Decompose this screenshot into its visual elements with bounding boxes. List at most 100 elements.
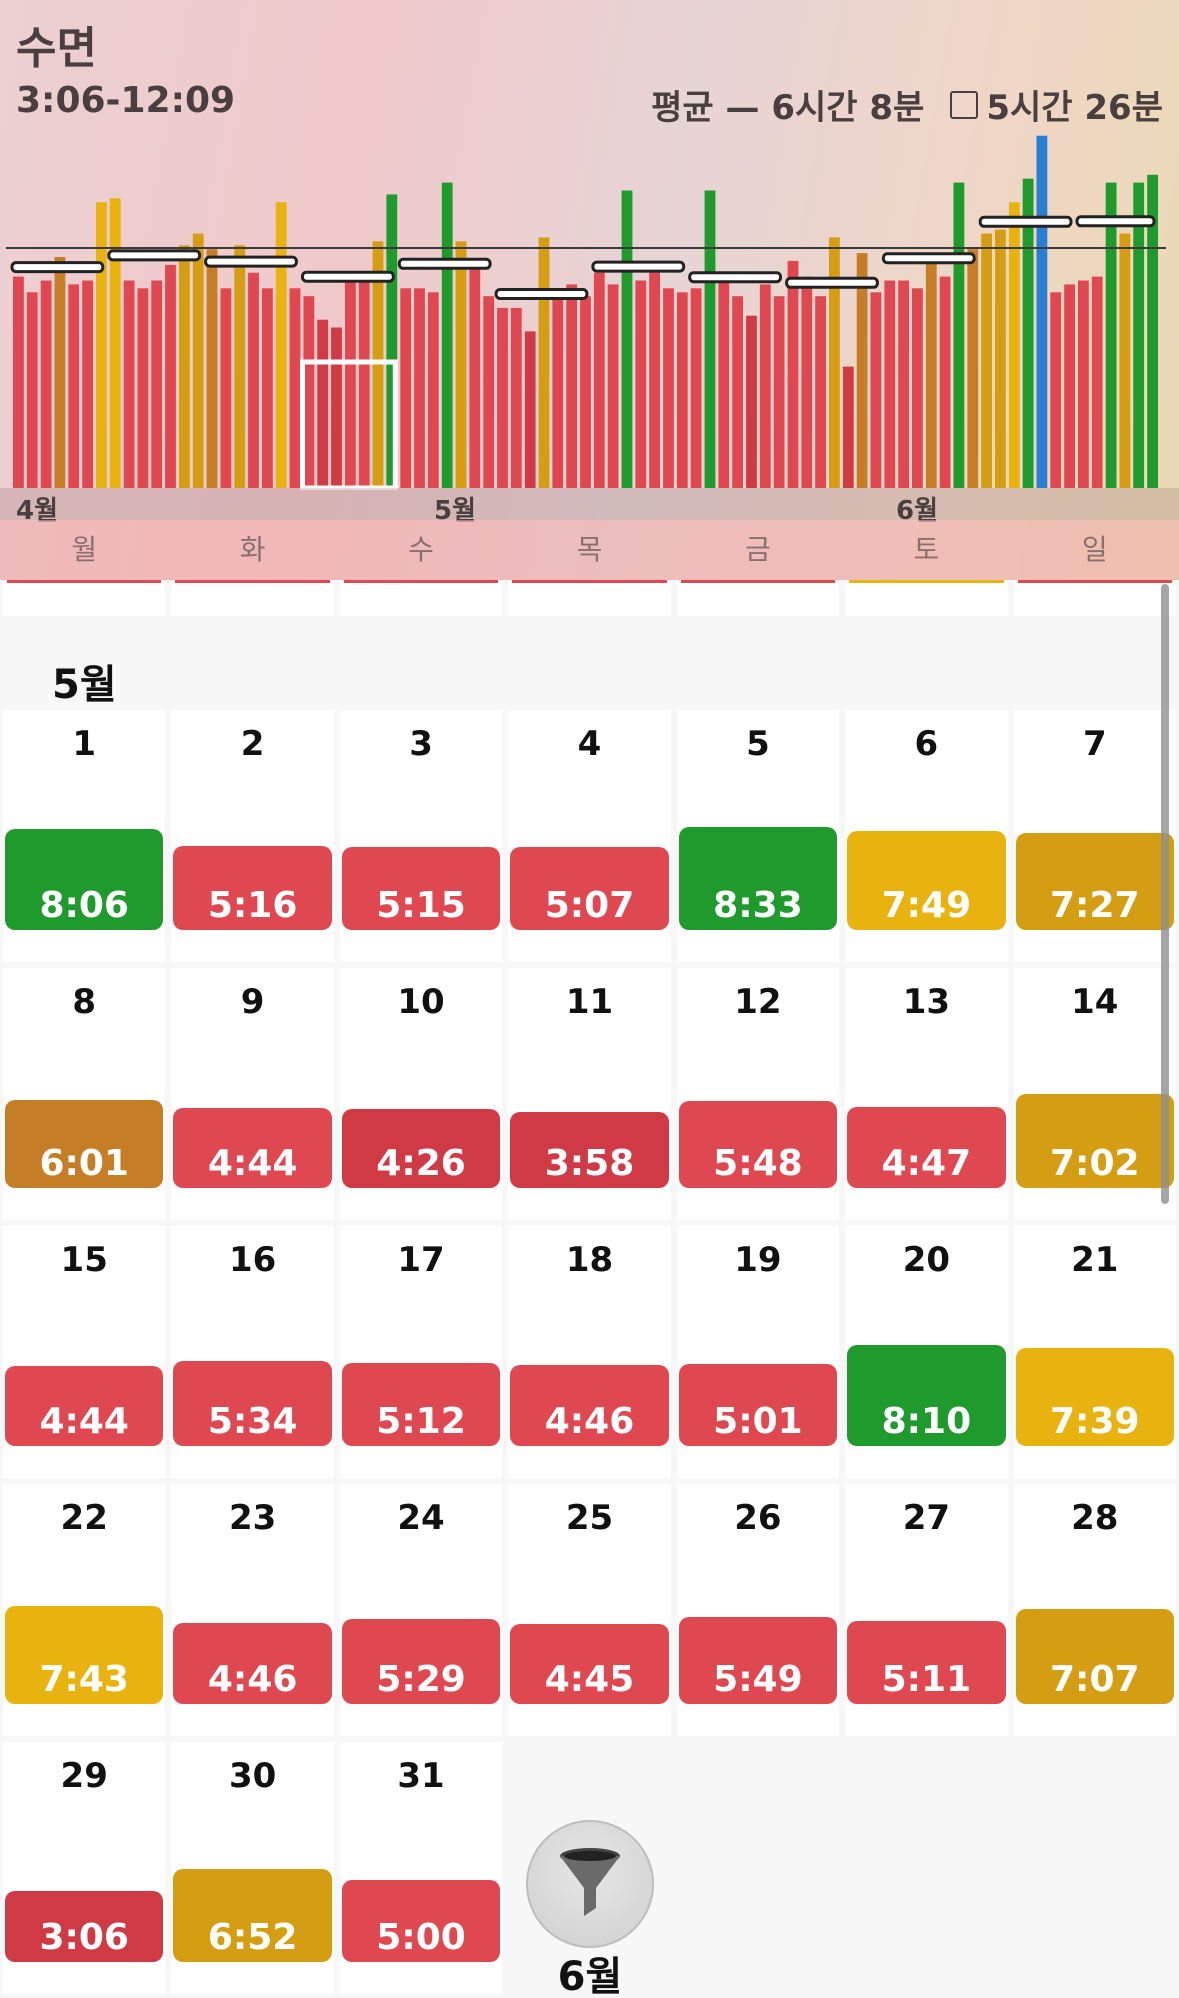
chart-bar (1036, 135, 1048, 488)
chart-bar (856, 253, 868, 488)
chart-bar (842, 366, 854, 488)
chart-bar (981, 233, 992, 488)
calendar-day[interactable]: 18 4:46 (508, 1226, 671, 1478)
chart-bar (566, 284, 578, 488)
day-number: 24 (397, 1498, 445, 1538)
sleep-duration-bar: 8:06 (5, 829, 164, 930)
sleep-duration-bar: 4:46 (510, 1365, 669, 1446)
calendar-day[interactable]: 25 4:45 (508, 1484, 671, 1736)
previous-week-bar (849, 580, 1004, 583)
chart-bar (386, 194, 398, 488)
sleep-range: 3:06-12:09 (16, 80, 236, 121)
calendar-day[interactable]: 12 5:48 (676, 968, 840, 1220)
chart-bar (815, 296, 826, 488)
calendar-day[interactable]: 31 5:00 (339, 1742, 503, 1994)
chart-bar (68, 284, 80, 488)
calendar-day[interactable]: 19 5:01 (676, 1226, 840, 1478)
previous-week-cell[interactable] (845, 580, 1008, 616)
average-legend: 평균 — 6시간 8분 5시간 26분 (651, 80, 1163, 129)
calendar-day[interactable]: 27 5:11 (845, 1484, 1008, 1736)
day-number: 25 (565, 1498, 614, 1538)
previous-week-cell[interactable] (676, 580, 840, 616)
calendar-day[interactable]: 6 7:49 (845, 710, 1008, 962)
sleep-duration-bar: 4:45 (510, 1623, 669, 1704)
sleep-duration-bar: 4:44 (5, 1365, 164, 1446)
chart-bar (801, 276, 813, 488)
page-title: 수면 (16, 23, 97, 74)
sleep-duration-bar: 5:00 (341, 1880, 501, 1962)
calendar-day[interactable]: 30 6:52 (171, 1742, 334, 1994)
calendar-day[interactable]: 14 7:02 (1013, 968, 1176, 1220)
calendar-day[interactable]: 15 4:44 (3, 1226, 166, 1478)
calendar-day[interactable]: 28 7:07 (1013, 1484, 1176, 1736)
calendar-day[interactable]: 29 3:06 (3, 1742, 166, 1994)
calendar-day[interactable]: 22 7:43 (3, 1484, 166, 1736)
sleep-duration-value: 5:07 (544, 885, 635, 926)
week-average-marker (688, 271, 783, 284)
week-average-marker (494, 288, 589, 300)
day-number: 3 (409, 724, 433, 764)
selected-week-highlight[interactable] (300, 359, 398, 490)
sleep-duration-value: 4:46 (207, 1659, 298, 1700)
sleep-chart[interactable] (0, 0, 1179, 490)
chart-bar (54, 257, 66, 488)
chart-bar (234, 245, 246, 488)
sleep-duration-bar: 3:06 (5, 1891, 164, 1962)
day-number: 21 (1071, 1240, 1119, 1280)
sleep-duration-bar: 7:27 (1015, 833, 1174, 930)
target-label: 5시간 26분 (986, 88, 1163, 128)
chart-bar (746, 315, 757, 488)
previous-week-cell[interactable] (171, 580, 334, 616)
previous-week-cell[interactable] (508, 580, 671, 616)
chart-bar (649, 260, 660, 488)
sleep-duration-value: 6:52 (207, 1917, 298, 1958)
calendar-day[interactable]: 24 5:29 (339, 1484, 503, 1736)
calendar-day[interactable]: 8 6:01 (3, 968, 166, 1220)
week-average-marker (10, 261, 105, 274)
calendar-day[interactable]: 21 7:39 (1013, 1226, 1176, 1478)
target-box-icon (950, 90, 979, 119)
calendar-day[interactable]: 20 8:10 (845, 1226, 1008, 1478)
chart-bar (1008, 202, 1020, 488)
chart-bar (441, 182, 453, 488)
previous-week-cell[interactable] (3, 580, 166, 616)
previous-week-cell[interactable] (1013, 580, 1176, 616)
sleep-duration-value: 8:33 (713, 885, 803, 926)
calendar-day[interactable]: 5 8:33 (676, 710, 840, 962)
chart-bar (704, 190, 716, 488)
chart-bar (82, 280, 93, 488)
next-month-label: 6월 (557, 1954, 623, 1998)
chart-bar (13, 276, 24, 488)
calendar-day[interactable]: 1 8:06 (3, 710, 166, 962)
calendar-day[interactable]: 3 5:15 (339, 710, 503, 962)
calendar-day[interactable]: 9 4:44 (171, 968, 334, 1220)
calendar-day[interactable]: 26 5:49 (676, 1484, 840, 1736)
sleep-header: 수면 3:06-12:09 평균 — 6시간 8분 5시간 26분 4월 5월 … (0, 0, 1179, 580)
chart-bar (372, 241, 384, 488)
sleep-duration-bar: 5:11 (847, 1620, 1006, 1704)
calendar-day[interactable]: 11 3:58 (508, 968, 671, 1220)
calendar-day[interactable]: 23 4:46 (171, 1484, 334, 1736)
calendar-day[interactable]: 4 5:07 (508, 710, 671, 962)
calendar-day[interactable]: 17 5:12 (339, 1226, 503, 1478)
calendar-day[interactable]: 2 5:16 (171, 710, 334, 962)
chart-bar (165, 264, 176, 488)
day-number: 27 (902, 1498, 951, 1538)
chart-bar (773, 296, 785, 488)
calendar-day[interactable]: 13 4:47 (845, 968, 1008, 1220)
previous-week-cell[interactable] (339, 580, 503, 616)
day-number: 11 (565, 982, 614, 1022)
day-number: 5 (746, 724, 770, 764)
filter-button[interactable] (526, 1820, 654, 1948)
previous-week-bar (343, 580, 499, 583)
chart-bar (939, 276, 951, 488)
sleep-duration-value: 5:15 (376, 885, 466, 926)
calendar-day[interactable]: 7 7:27 (1013, 710, 1176, 962)
day-number: 29 (60, 1756, 108, 1796)
day-number: 28 (1071, 1498, 1119, 1538)
scrollbar[interactable] (1161, 584, 1169, 1204)
sleep-duration-value: 5:12 (376, 1401, 466, 1442)
calendar-day[interactable]: 16 5:34 (171, 1226, 334, 1478)
weekday-sun: 일 (1081, 533, 1108, 566)
calendar-day[interactable]: 10 4:26 (339, 968, 503, 1220)
